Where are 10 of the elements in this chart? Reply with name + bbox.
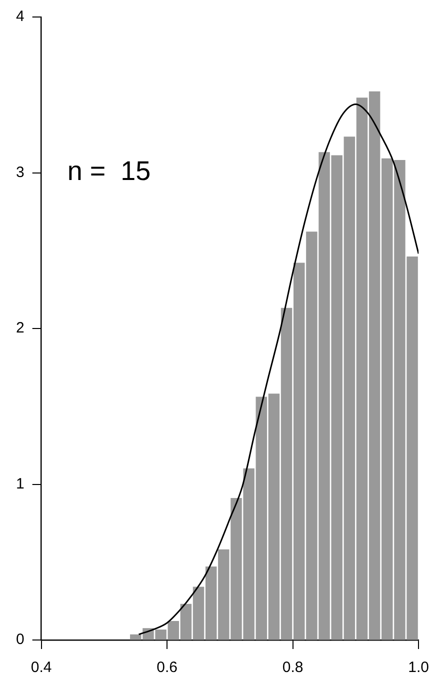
- y-tick-label: 0: [16, 631, 24, 648]
- x-tick-label: 0.8: [282, 659, 304, 676]
- y-tick-label: 2: [16, 320, 24, 337]
- annotation: n = 15: [67, 156, 151, 186]
- y-tick-label: 1: [16, 475, 24, 492]
- y-tick-label: 4: [16, 8, 24, 26]
- x-tick-label: 1.0: [408, 659, 430, 676]
- y-tick-label: 3: [16, 164, 24, 181]
- x-tick-label: 0.6: [156, 659, 178, 676]
- x-tick-label: 0.4: [30, 659, 52, 676]
